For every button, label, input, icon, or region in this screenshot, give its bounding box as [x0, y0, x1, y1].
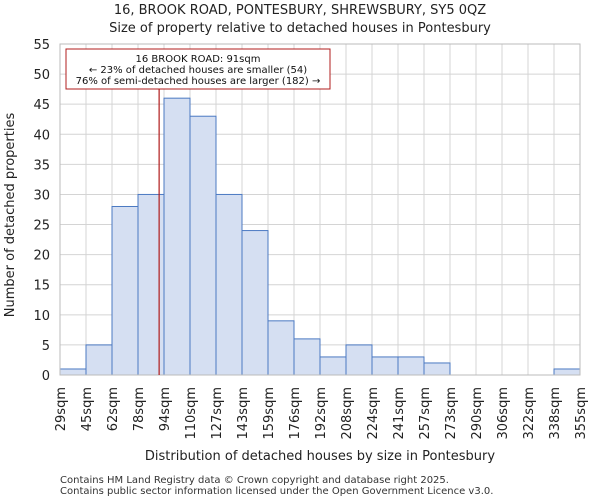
y-tick-label: 15 — [33, 279, 50, 294]
footer-line-1: Contains HM Land Registry data © Crown c… — [60, 475, 449, 486]
annotation-line-1: 16 BROOK ROAD: 91sqm — [136, 54, 261, 65]
y-tick-label: 40 — [33, 128, 50, 143]
chart-title: 16, BROOK ROAD, PONTESBURY, SHREWSBURY, … — [114, 3, 486, 18]
histogram-bar — [397, 356, 425, 376]
chart-subtitle: Size of property relative to detached ho… — [109, 21, 491, 36]
x-tick-label: 62sqm — [106, 387, 121, 431]
y-axis-label: Number of detached properties — [3, 113, 18, 318]
x-tick-label: 110sqm — [184, 387, 199, 440]
histogram-bar — [345, 344, 373, 376]
bars-layer — [59, 97, 581, 376]
x-tick-label: 224sqm — [366, 387, 381, 440]
x-tick-label: 78sqm — [132, 387, 147, 431]
histogram-bar — [241, 230, 269, 376]
histogram-bar — [85, 344, 113, 376]
x-axis-label: Distribution of detached houses by size … — [145, 449, 496, 464]
x-tick-label: 241sqm — [392, 387, 407, 440]
x-tick-label: 338sqm — [548, 387, 563, 440]
histogram-bar — [189, 115, 217, 376]
annotation-line-2: ← 23% of detached houses are smaller (54… — [89, 65, 307, 76]
x-tick-label: 159sqm — [262, 387, 277, 440]
y-tick-label: 20 — [33, 249, 50, 264]
x-tick-labels: 29sqm 45sqm 62sqm 78sqm 94sqm 110sqm 127sqm 143… — [54, 387, 589, 440]
histogram-bar — [293, 338, 321, 376]
histogram-bar — [267, 320, 295, 376]
y-tick-labels: 0 5 10 15 20 25 30 35 40 45 50 55 — [33, 38, 50, 384]
histogram-bar — [163, 97, 191, 376]
x-tick-label: 306sqm — [496, 387, 511, 440]
x-tick-label: 322sqm — [522, 387, 537, 440]
y-tick-label: 0 — [42, 369, 50, 384]
y-tick-label: 5 — [42, 339, 50, 354]
x-tick-label: 94sqm — [158, 387, 173, 431]
y-tick-label: 10 — [33, 309, 50, 324]
annotation-box — [65, 48, 331, 90]
x-tick-label: 29sqm — [54, 387, 69, 431]
x-tick-label: 127sqm — [210, 387, 225, 440]
x-tick-label: 143sqm — [236, 387, 251, 440]
x-tick-label: 273sqm — [444, 387, 459, 440]
x-tick-label: 257sqm — [418, 387, 433, 440]
histogram-bar — [553, 368, 581, 376]
y-tick-label: 30 — [33, 188, 50, 203]
y-tick-label: 35 — [33, 158, 50, 173]
plot-frame — [59, 43, 581, 376]
y-tick-label: 50 — [33, 68, 50, 83]
histogram-bar — [215, 193, 243, 376]
annotation-line-3: 76% of semi-detached houses are larger (… — [76, 76, 321, 87]
histogram-bar — [137, 193, 165, 376]
x-tick-label: 192sqm — [314, 387, 329, 440]
histogram-bar — [319, 356, 347, 376]
histogram-bar — [423, 362, 451, 376]
x-tick-label: 355sqm — [574, 387, 589, 440]
histogram-bar — [111, 205, 139, 376]
x-tick-label: 208sqm — [340, 387, 355, 440]
y-tick-label: 55 — [33, 38, 50, 53]
y-tick-label: 45 — [33, 98, 50, 113]
histogram-bar — [59, 368, 87, 376]
x-tick-label: 176sqm — [288, 387, 303, 440]
x-tick-label: 290sqm — [470, 387, 485, 440]
y-tick-label: 25 — [33, 219, 50, 234]
histogram-bar — [371, 356, 399, 376]
x-tick-label: 45sqm — [80, 387, 95, 431]
footer-line-2: Contains public sector information licen… — [60, 486, 493, 497]
